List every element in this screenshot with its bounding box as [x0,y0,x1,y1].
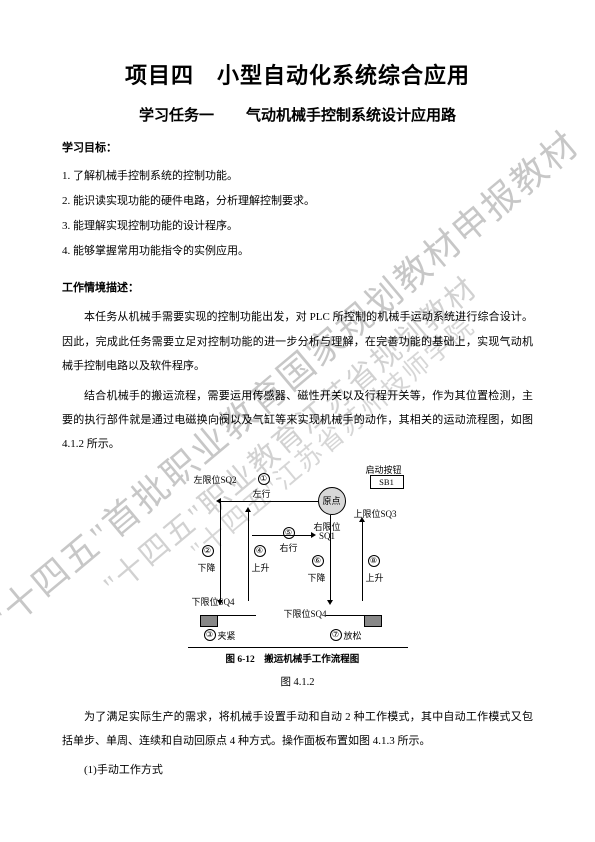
paragraph: 本任务从机械手需要实现的控制功能出发，对 PLC 所控制的机械手运动系统进行综合… [62,305,533,378]
paragraph: 为了满足实际生产的需求，将机械手设置手动和自动 2 种工作模式，其中自动工作模式… [62,705,533,753]
label-left-run: 左行 [253,487,271,500]
flow-diagram: 左限位SQ2 ① 左行 启动按钮 SB1 原点 上限位SQ3 ② 下降 ④ 上升… [158,465,438,665]
step-6-icon: ⑥ [312,555,324,567]
figure-caption: 图 4.1.2 [62,674,533,689]
context-heading: 工作情境描述： [62,279,533,295]
origin-node: 原点 [318,487,346,515]
figure-wrapper: 左限位SQ2 ① 左行 启动按钮 SB1 原点 上限位SQ3 ② 下降 ④ 上升… [62,465,533,670]
label-release: 放松 [344,629,362,642]
label-right-run: 右行 [280,541,298,554]
label-right-limit: 右限位SQ1 [314,523,341,543]
step-4-icon: ④ [254,545,266,557]
step-3-icon: ③ [204,629,216,641]
sub-item: (1)手动工作方式 [62,759,533,782]
label-left-limit: 左限位SQ2 [194,473,237,486]
page-content: 项目四 小型自动化系统综合应用 学习任务一 气动机械手控制系统设计应用路 学习目标… [0,0,595,822]
label-down-right: 下降 [308,571,326,584]
step-1-icon: ① [258,473,270,485]
step-5-icon: ⑤ [283,527,295,539]
sb1-box: SB1 [370,475,404,489]
label-down-left: 下降 [198,561,216,574]
goal-item: 2. 能识读实现功能的硬件电路，分析理解控制要求。 [62,190,533,213]
step-8-icon: ⑧ [368,555,380,567]
sub-title-right: 气动机械手控制系统设计应用路 [246,107,456,124]
paragraph: 结合机械手的搬运流程，需要运用传感器、磁性开关以及行程开关等，作为其位置检测，主… [62,384,533,457]
diagram-internal-caption: 图 6-12 搬运机械手工作流程图 [226,651,360,665]
sub-title-left: 学习任务一 [139,107,214,124]
step-7-icon: ⑦ [330,629,342,641]
label-up-left: 上升 [252,561,270,574]
goals-list: 1. 了解机械手控制系统的控制功能。 2. 能识读实现功能的硬件电路，分析理解控… [62,165,533,263]
release-box-icon [364,615,382,627]
main-title: 项目四 小型自动化系统综合应用 [62,58,533,90]
goal-item: 3. 能理解实现控制功能的设计程序。 [62,215,533,238]
sub-title: 学习任务一 气动机械手控制系统设计应用路 [62,104,533,125]
goal-item: 1. 了解机械手控制系统的控制功能。 [62,165,533,188]
label-clamp: 夹紧 [218,629,236,642]
goals-heading: 学习目标： [62,139,533,155]
label-lower-limit-r: 下限位SQ4 [284,607,327,620]
goal-item: 4. 能够掌握常用功能指令的实例应用。 [62,240,533,263]
step-2-icon: ② [202,545,214,557]
clamp-box-icon [200,615,218,627]
label-up-right: 上升 [366,571,384,584]
label-lower-limit-l: 下限位SQ4 [192,595,235,608]
